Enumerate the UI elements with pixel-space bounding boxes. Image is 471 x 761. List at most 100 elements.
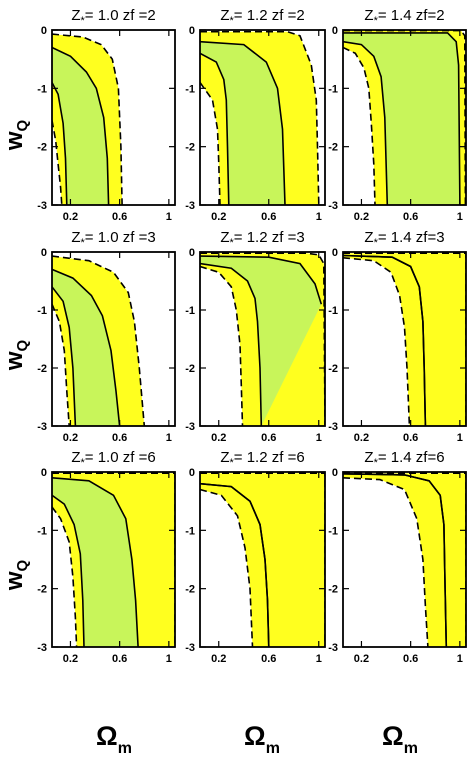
- y-tick-label: -2: [37, 584, 47, 596]
- contour-outer-dashed: [52, 33, 123, 205]
- y-tick-label: -1: [37, 525, 47, 537]
- x-tick-label: 0.6: [261, 211, 276, 223]
- contour-inner-solid: [52, 268, 121, 426]
- x-tick-label: 1: [316, 211, 322, 223]
- plot-frame: [342, 471, 467, 648]
- contour-inner-solid: [200, 40, 286, 205]
- contour-inner-solid: [52, 46, 110, 205]
- contour-inner2-solid: [52, 82, 68, 205]
- y-tick-label: -3: [328, 642, 338, 654]
- plot-frame: [51, 29, 176, 206]
- x-tick-label: 0.6: [403, 211, 418, 223]
- green-region: [200, 256, 322, 426]
- contour-outer2-dashed: [343, 257, 411, 426]
- panel-title: Z*= 1.4 zf=6: [364, 449, 444, 469]
- y-tick-label: -3: [328, 200, 338, 212]
- x-tick-label: 0.6: [112, 432, 127, 444]
- panel-title: Z*= 1.0 zf =3: [71, 229, 155, 249]
- x-tick-label: 0.2: [211, 653, 226, 665]
- panel-2: 0.2 0.6 1 0 -1 -2 -3 Z*= 1.2 zf =2: [185, 7, 326, 223]
- panel-title: Z*= 1.0 zf =2: [71, 7, 155, 27]
- y-tick-label: -2: [37, 363, 47, 375]
- plot-frame: [342, 29, 467, 206]
- ylabel-row-3: wQ: [1, 560, 31, 592]
- green-region: [52, 477, 139, 647]
- green-region: [52, 269, 120, 426]
- y-tick-label: -3: [37, 642, 47, 654]
- x-tick-label: 0.6: [261, 432, 276, 444]
- contour-outer2-dashed: [343, 46, 376, 205]
- plot-frame: [51, 471, 176, 648]
- xlabel-col-1: Ωm: [96, 721, 132, 757]
- y-tick-label: -2: [328, 363, 338, 375]
- contour-inner2-solid: [200, 52, 230, 205]
- y-tick-label: -2: [328, 142, 338, 154]
- x-tick-label: 0.2: [354, 432, 369, 444]
- xlabel-col-3: Ωm: [382, 721, 418, 757]
- plot-frame: [51, 251, 176, 427]
- contour-inner2-solid: [200, 482, 270, 647]
- contour-outer2-dashed: [200, 82, 221, 205]
- panels-group: 0.2 0.6 1 0 -1 -2 -3 Z*= 1.0 zf =2 0.2 0.6 1 0 -1 -2 -…: [37, 7, 467, 665]
- x-tick-label: 1: [316, 432, 322, 444]
- y-tick-label: -1: [37, 305, 47, 317]
- x-tick-label: 0.2: [354, 211, 369, 223]
- x-tick-label: 0.6: [261, 653, 276, 665]
- x-tick-label: 0.6: [112, 211, 127, 223]
- y-tick-label: -1: [185, 525, 195, 537]
- y-tick-label: 0: [332, 467, 338, 479]
- x-tick-label: 1: [457, 432, 463, 444]
- xlabel-col-2: Ωm: [244, 721, 280, 757]
- y-tick-label: -1: [328, 305, 338, 317]
- panel-title: Z*= 1.4 zf=3: [364, 229, 444, 249]
- panel-title: Z*= 1.0 zf =6: [71, 449, 155, 469]
- green-region: [200, 41, 285, 205]
- plot-frame: [199, 29, 326, 206]
- x-tick-label: 1: [166, 211, 172, 223]
- contour-inner2-solid: [200, 262, 263, 426]
- x-tick-label: 1: [457, 653, 463, 665]
- panel-9: 0.2 0.6 1 0 -1 -2 -3 Z*= 1.4 zf=6: [328, 449, 467, 665]
- x-tick-label: 0.2: [63, 211, 78, 223]
- contour-outer2-dashed: [200, 265, 244, 426]
- x-tick-label: 0.6: [403, 653, 418, 665]
- panel-8: 0.2 0.6 1 0 -1 -2 -3 Z*= 1.2 zf =6: [185, 449, 326, 665]
- panel-title: Z*= 1.4 zf=2: [364, 7, 444, 27]
- x-tick-label: 0.2: [211, 432, 226, 444]
- yellow-region: [343, 473, 466, 647]
- contour-inner2-solid: [52, 286, 77, 426]
- panel-title: Z*= 1.2 zf =6: [220, 449, 304, 469]
- panel-title: Z*= 1.2 zf =2: [220, 7, 304, 27]
- contour-outer2-dashed: [52, 506, 78, 647]
- y-tick-label: 0: [332, 247, 338, 259]
- y-tick-label: -3: [37, 421, 47, 433]
- y-tick-label: -3: [185, 200, 195, 212]
- panel-3: 0.2 0.6 1 0 -1 -2 -3 Z*= 1.4 zf=2: [328, 7, 467, 223]
- y-tick-label: -1: [328, 83, 338, 95]
- y-tick-label: 0: [332, 25, 338, 37]
- y-tick-label: 0: [189, 25, 195, 37]
- contour-outer2-dashed: [52, 120, 63, 205]
- panel-7: 0.2 0.6 1 0 -1 -2 -3 Z*= 1.0 zf =6: [37, 449, 176, 665]
- x-tick-label: 1: [166, 653, 172, 665]
- y-tick-label: -1: [185, 83, 195, 95]
- contour-inner2-solid: [343, 254, 427, 426]
- y-tick-label: -1: [37, 83, 47, 95]
- x-tick-label: 0.2: [63, 432, 78, 444]
- x-tick-label: 0.2: [63, 653, 78, 665]
- contour-inner-solid: [343, 32, 461, 205]
- panel-title: Z*= 1.2 zf =3: [220, 229, 304, 249]
- x-tick-label: 1: [166, 432, 172, 444]
- x-tick-label: 0.2: [354, 653, 369, 665]
- x-tick-label: 1: [457, 211, 463, 223]
- yellow-region: [343, 253, 466, 426]
- x-tick-label: 1: [316, 653, 322, 665]
- axis-labels: wQ wQ wQ Ωm Ωm Ωm: [1, 120, 418, 758]
- x-tick-label: 0.2: [211, 211, 226, 223]
- plot-frame: [342, 251, 467, 427]
- contour-inner2-solid: [343, 40, 389, 205]
- y-tick-label: 0: [189, 247, 195, 259]
- contour-inner-solid: [52, 477, 139, 647]
- y-tick-label: -2: [185, 363, 195, 375]
